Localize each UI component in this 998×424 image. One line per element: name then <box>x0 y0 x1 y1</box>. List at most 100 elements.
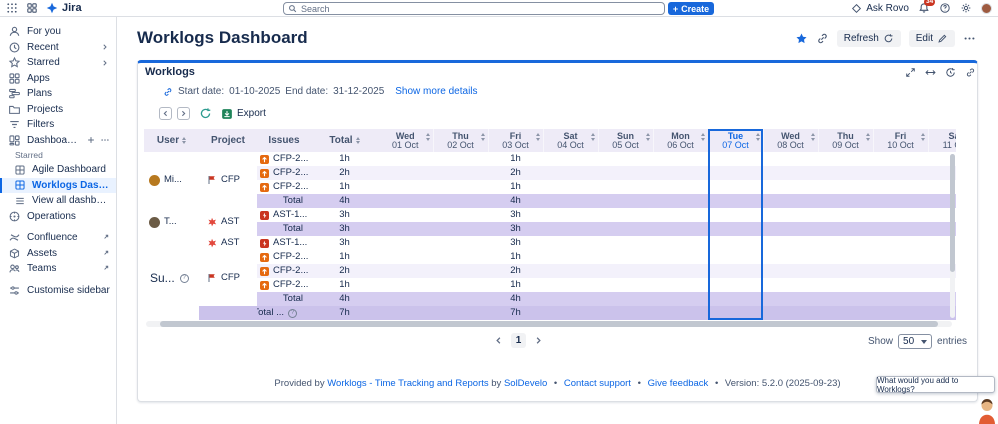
contact-support-link[interactable]: Contact support <box>563 378 631 389</box>
issue-key[interactable]: AST-1... <box>273 209 308 220</box>
issue-key[interactable]: CFP-2... <box>273 181 309 192</box>
column-header-date[interactable]: Sat 04 Oct <box>543 129 599 152</box>
sidebar-item-teams[interactable]: Teams <box>0 261 116 277</box>
sidebar-item-apps[interactable]: Apps <box>0 71 116 87</box>
column-header-date[interactable]: Sat11 Oct <box>928 129 956 152</box>
column-header-date[interactable]: Thu 09 Oct <box>818 129 874 152</box>
summary-row: CFP-2... 1h 1h <box>144 278 956 292</box>
vertical-scrollbar[interactable] <box>950 154 955 318</box>
sort-icon[interactable] <box>755 133 760 141</box>
help-icon[interactable]: ? <box>179 273 189 283</box>
issue-key[interactable]: CFP-2... <box>273 279 309 290</box>
sidebar-item-agile-dashboard[interactable]: Agile Dashboard <box>0 162 116 178</box>
sidebar-item-confluence[interactable]: Confluence <box>0 230 116 246</box>
sidebar-item-starred[interactable]: Starred <box>0 55 116 71</box>
page-size-select[interactable]: 50 <box>898 334 933 349</box>
ask-rovo-button[interactable]: Ask Rovo <box>851 3 909 14</box>
column-header-issues[interactable]: Issues <box>257 129 311 152</box>
column-header-date-today[interactable]: Tue 07 Oct <box>708 129 764 152</box>
share-link-button[interactable] <box>816 32 829 45</box>
column-header-user[interactable]: User <box>144 129 199 152</box>
sort-icon[interactable] <box>865 133 870 141</box>
feedback-prompt-bubble[interactable]: What would you add to Worklogs? <box>876 376 995 394</box>
group-total-row: Total 4h 4h <box>144 292 956 306</box>
next-period-button[interactable] <box>177 107 190 120</box>
column-header-project[interactable]: Project <box>199 129 257 152</box>
more-icon[interactable] <box>100 135 110 145</box>
scrollbar-thumb[interactable] <box>950 154 955 272</box>
column-header-date[interactable]: Mon 06 Oct <box>653 129 709 152</box>
notifications-button[interactable]: 34 <box>918 0 936 14</box>
help-button[interactable] <box>939 2 951 14</box>
column-header-date[interactable]: Wed 08 Oct <box>763 129 819 152</box>
sort-icon[interactable] <box>920 133 925 141</box>
next-page-button[interactable] <box>533 335 544 346</box>
sidebar-item-operations[interactable]: Operations <box>0 209 116 225</box>
sort-icon[interactable] <box>645 133 650 141</box>
sidebar-item-filters[interactable]: Filters <box>0 117 116 133</box>
issue-key[interactable]: CFP-2... <box>273 251 309 262</box>
create-button[interactable]: + Create <box>668 2 714 15</box>
previous-page-button[interactable] <box>493 335 504 346</box>
help-icon[interactable]: ? <box>288 308 297 318</box>
sidebar-item-dashboards[interactable]: Dashboards <box>0 133 116 149</box>
app-switcher-icon[interactable] <box>26 2 38 14</box>
sidebar-item-recent[interactable]: Recent <box>0 40 116 56</box>
add-dashboard-icon[interactable] <box>86 135 96 145</box>
issue-key[interactable]: CFP-2... <box>273 167 309 178</box>
favourite-star-button[interactable] <box>795 32 808 45</box>
column-header-date[interactable]: Sun 05 Oct <box>598 129 654 152</box>
sidebar-item-assets[interactable]: Assets <box>0 246 116 262</box>
column-header-date[interactable]: Fri 03 Oct <box>488 129 544 152</box>
sort-icon[interactable] <box>810 133 815 141</box>
feedback-mascot[interactable] <box>976 397 998 424</box>
sidebar-item-projects[interactable]: Projects <box>0 102 116 118</box>
sort-icon[interactable] <box>182 136 187 145</box>
issue-key[interactable]: AST-1... <box>273 237 308 248</box>
column-header-date[interactable]: Wed 01 Oct <box>378 129 434 152</box>
sidebar-item-customise[interactable]: Customise sidebar <box>0 283 116 299</box>
worklogs-app-link[interactable]: Worklogs - Time Tracking and Reports <box>327 378 489 389</box>
current-page[interactable]: 1 <box>511 333 526 348</box>
scrollbar-thumb[interactable] <box>160 321 938 327</box>
sort-icon[interactable] <box>590 133 595 141</box>
sort-icon[interactable] <box>480 133 485 141</box>
sidebar-item-for-you[interactable]: For you <box>0 24 116 40</box>
confluence-icon <box>9 234 20 241</box>
sort-icon[interactable] <box>425 133 430 141</box>
previous-period-button[interactable] <box>159 107 172 120</box>
start-date-label: Start date: <box>178 86 225 97</box>
refresh-history-icon[interactable] <box>945 67 956 78</box>
settings-button[interactable] <box>960 2 972 14</box>
sort-icon[interactable] <box>700 133 705 141</box>
sort-icon[interactable] <box>535 133 540 141</box>
sidebar-item-view-all-dashboards[interactable]: View all dashboards <box>0 193 116 209</box>
link-icon[interactable] <box>965 67 976 78</box>
give-feedback-link[interactable]: Give feedback <box>647 378 709 389</box>
edit-button[interactable]: Edit <box>908 30 955 47</box>
global-search[interactable] <box>283 2 665 15</box>
horizontal-scrollbar[interactable] <box>146 321 952 327</box>
issue-key[interactable]: CFP-2... <box>273 153 309 164</box>
column-header-date[interactable]: Fri 10 Oct <box>873 129 929 152</box>
show-more-details-link[interactable]: Show more details <box>395 86 478 97</box>
sidebar-item-plans[interactable]: Plans <box>0 86 116 102</box>
sidebar-item-worklogs-dashboard[interactable]: Worklogs Dashboard <box>0 177 116 193</box>
maximize-icon[interactable] <box>905 67 916 78</box>
expand-columns-icon[interactable] <box>925 67 936 78</box>
menu-icon[interactable] <box>6 2 18 14</box>
reload-icon[interactable] <box>199 107 212 120</box>
pencil-icon <box>938 34 947 43</box>
user-avatar[interactable] <box>981 2 992 14</box>
export-button[interactable]: Export <box>221 108 266 120</box>
vendor-link[interactable]: SolDevelo <box>503 378 548 389</box>
total-cell: 1h <box>311 250 378 264</box>
column-header-date[interactable]: Thu 02 Oct <box>433 129 489 152</box>
issue-key[interactable]: CFP-2... <box>273 265 309 276</box>
search-input[interactable] <box>301 3 641 14</box>
more-actions-button[interactable] <box>963 32 976 45</box>
jira-logo[interactable]: Jira <box>46 2 82 14</box>
sort-icon[interactable] <box>355 136 360 145</box>
column-header-total[interactable]: Total <box>311 129 378 152</box>
refresh-button[interactable]: Refresh <box>836 30 901 47</box>
